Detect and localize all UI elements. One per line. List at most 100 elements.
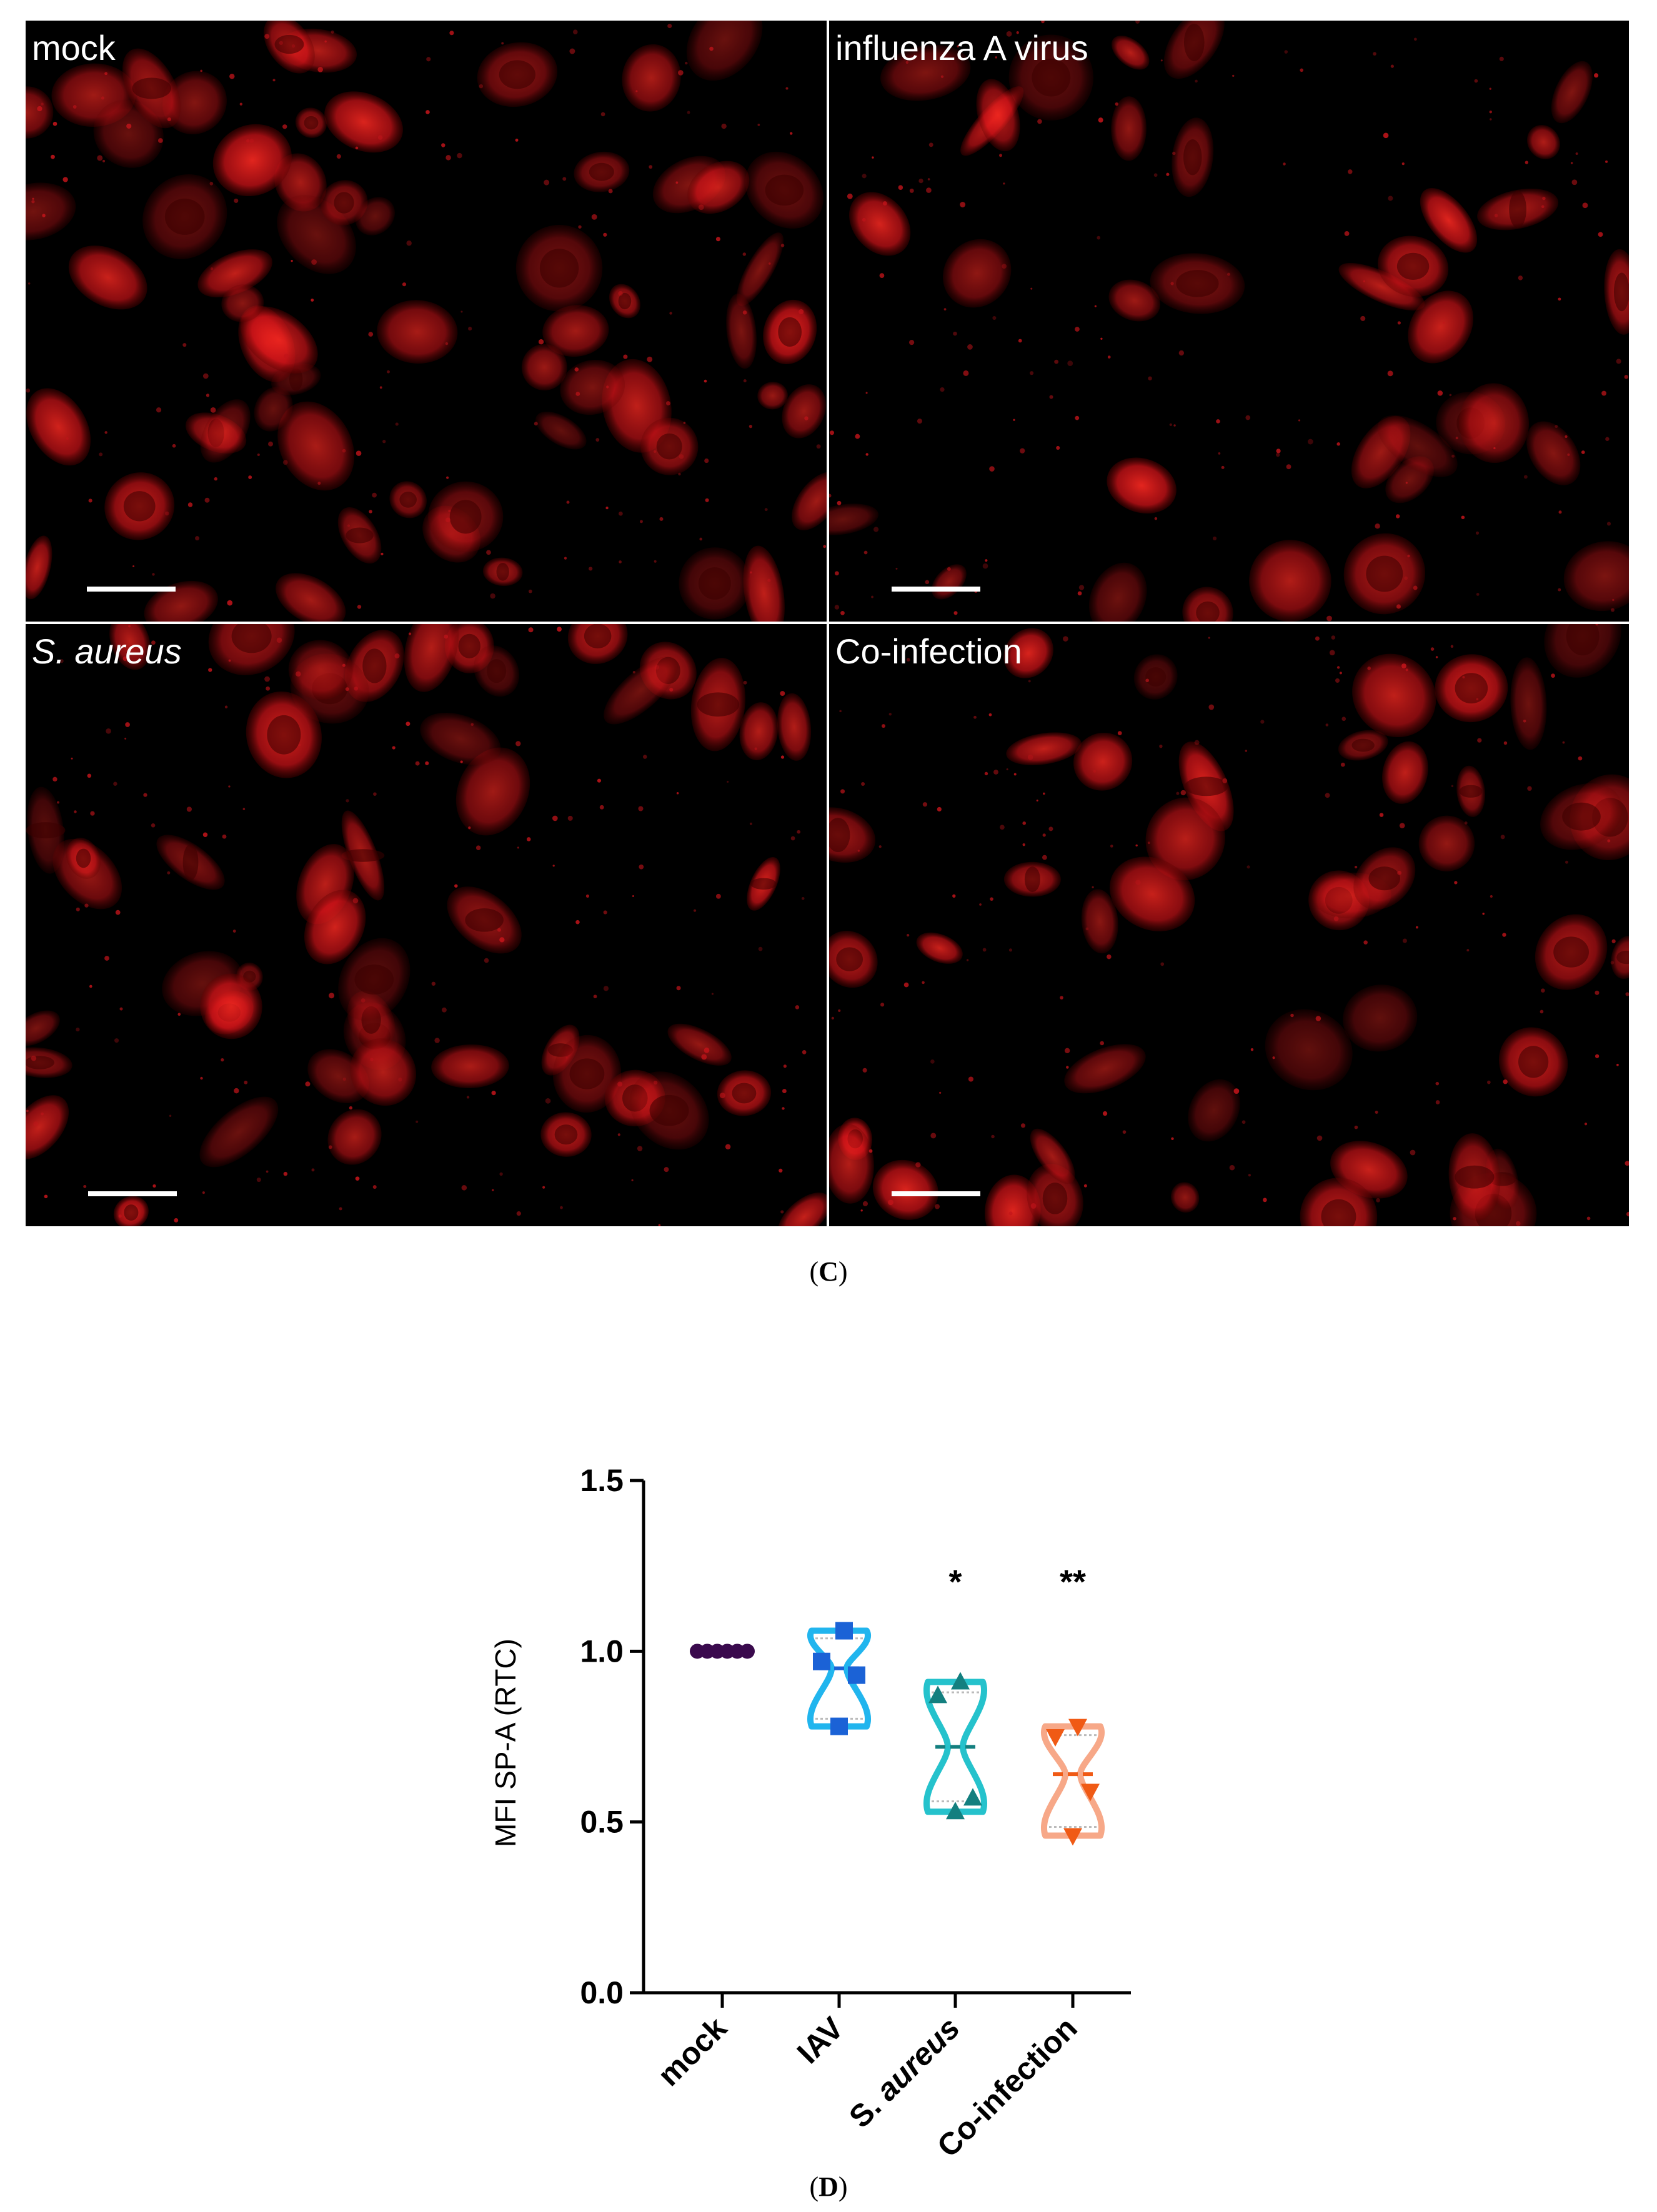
cell-nucleus bbox=[289, 368, 303, 391]
speckle bbox=[1562, 741, 1565, 744]
scale-bar bbox=[892, 1191, 980, 1196]
speckle bbox=[356, 450, 362, 456]
speckle bbox=[1060, 996, 1063, 999]
speckle bbox=[882, 724, 885, 728]
speckle bbox=[468, 826, 471, 830]
speckle bbox=[229, 74, 235, 79]
speckle bbox=[1435, 1081, 1440, 1086]
speckle bbox=[1336, 442, 1340, 446]
speckle bbox=[1578, 756, 1583, 761]
speckle bbox=[102, 159, 106, 162]
speckle bbox=[204, 497, 210, 503]
cell bbox=[1107, 457, 1177, 513]
speckle bbox=[605, 506, 609, 510]
speckle bbox=[119, 1007, 123, 1011]
speckle bbox=[1582, 202, 1588, 209]
cell-nucleus bbox=[1396, 252, 1430, 280]
speckle bbox=[545, 1098, 551, 1104]
speckle bbox=[764, 508, 768, 512]
speckle bbox=[42, 214, 46, 217]
cell-nucleus bbox=[584, 624, 612, 649]
speckle bbox=[865, 392, 868, 394]
speckle bbox=[1110, 845, 1113, 848]
cell bbox=[1420, 188, 1478, 253]
speckle bbox=[664, 1167, 669, 1173]
speckle bbox=[1245, 415, 1251, 420]
speckle bbox=[669, 687, 674, 692]
speckle bbox=[276, 637, 282, 643]
cell bbox=[26, 388, 91, 466]
speckle bbox=[1042, 792, 1045, 795]
speckle bbox=[1606, 522, 1611, 526]
speckle bbox=[1022, 821, 1027, 825]
speckle bbox=[1555, 425, 1558, 429]
speckle bbox=[799, 309, 804, 315]
speckle bbox=[89, 984, 92, 988]
cell bbox=[604, 656, 678, 725]
speckle bbox=[1487, 1080, 1491, 1084]
speckle bbox=[1375, 523, 1380, 529]
speckle bbox=[1242, 1120, 1246, 1124]
speckle bbox=[143, 793, 147, 797]
speckle bbox=[52, 121, 57, 126]
speckle bbox=[1097, 236, 1101, 240]
speckle bbox=[291, 259, 293, 262]
speckle bbox=[698, 204, 704, 211]
speckle bbox=[600, 112, 605, 117]
speckle bbox=[1022, 843, 1025, 846]
cell bbox=[1265, 1009, 1353, 1091]
speckle bbox=[769, 262, 771, 265]
speckle bbox=[1276, 449, 1281, 454]
speckle bbox=[678, 472, 681, 476]
speckle bbox=[1402, 938, 1407, 943]
speckle bbox=[665, 401, 670, 406]
speckle bbox=[985, 559, 988, 562]
speckle bbox=[1221, 465, 1225, 469]
speckle bbox=[122, 656, 127, 662]
speckle bbox=[84, 903, 89, 908]
speckle bbox=[345, 687, 349, 692]
speckle bbox=[329, 993, 335, 999]
speckle bbox=[1078, 585, 1085, 590]
speckle bbox=[445, 155, 451, 161]
cell bbox=[200, 399, 251, 463]
speckle bbox=[937, 806, 942, 812]
speckle bbox=[669, 312, 672, 315]
speckle bbox=[442, 1007, 447, 1013]
speckle bbox=[224, 705, 228, 708]
speckle bbox=[1325, 723, 1329, 727]
cell bbox=[521, 344, 567, 390]
speckle bbox=[317, 67, 323, 72]
speckle bbox=[202, 1191, 205, 1194]
data-point bbox=[928, 1685, 947, 1704]
speckle bbox=[87, 773, 92, 778]
speckle bbox=[742, 310, 747, 315]
speckle bbox=[1542, 196, 1546, 201]
speckle bbox=[339, 1207, 342, 1211]
speckle bbox=[834, 571, 839, 576]
cell bbox=[743, 545, 785, 622]
speckle bbox=[165, 511, 169, 516]
speckle bbox=[1020, 448, 1025, 454]
speckle bbox=[227, 600, 233, 606]
speckle bbox=[445, 342, 449, 345]
speckle bbox=[88, 498, 92, 503]
speckle bbox=[1625, 992, 1629, 996]
speckle bbox=[847, 193, 853, 199]
speckle bbox=[1437, 390, 1443, 396]
speckle bbox=[1373, 52, 1376, 56]
cell bbox=[777, 693, 812, 761]
speckle bbox=[862, 217, 866, 222]
y-tick-label: 1.5 bbox=[580, 1463, 624, 1498]
speckle bbox=[298, 743, 301, 746]
speckle bbox=[1075, 415, 1080, 420]
speckle bbox=[1598, 232, 1603, 237]
speckle bbox=[382, 440, 386, 444]
speckle bbox=[475, 845, 481, 850]
cell-nucleus bbox=[449, 500, 482, 534]
speckle bbox=[865, 453, 868, 456]
speckle bbox=[1075, 327, 1080, 332]
violin-3 bbox=[1041, 1723, 1105, 1839]
speckle bbox=[562, 177, 567, 181]
speckle bbox=[342, 449, 346, 453]
